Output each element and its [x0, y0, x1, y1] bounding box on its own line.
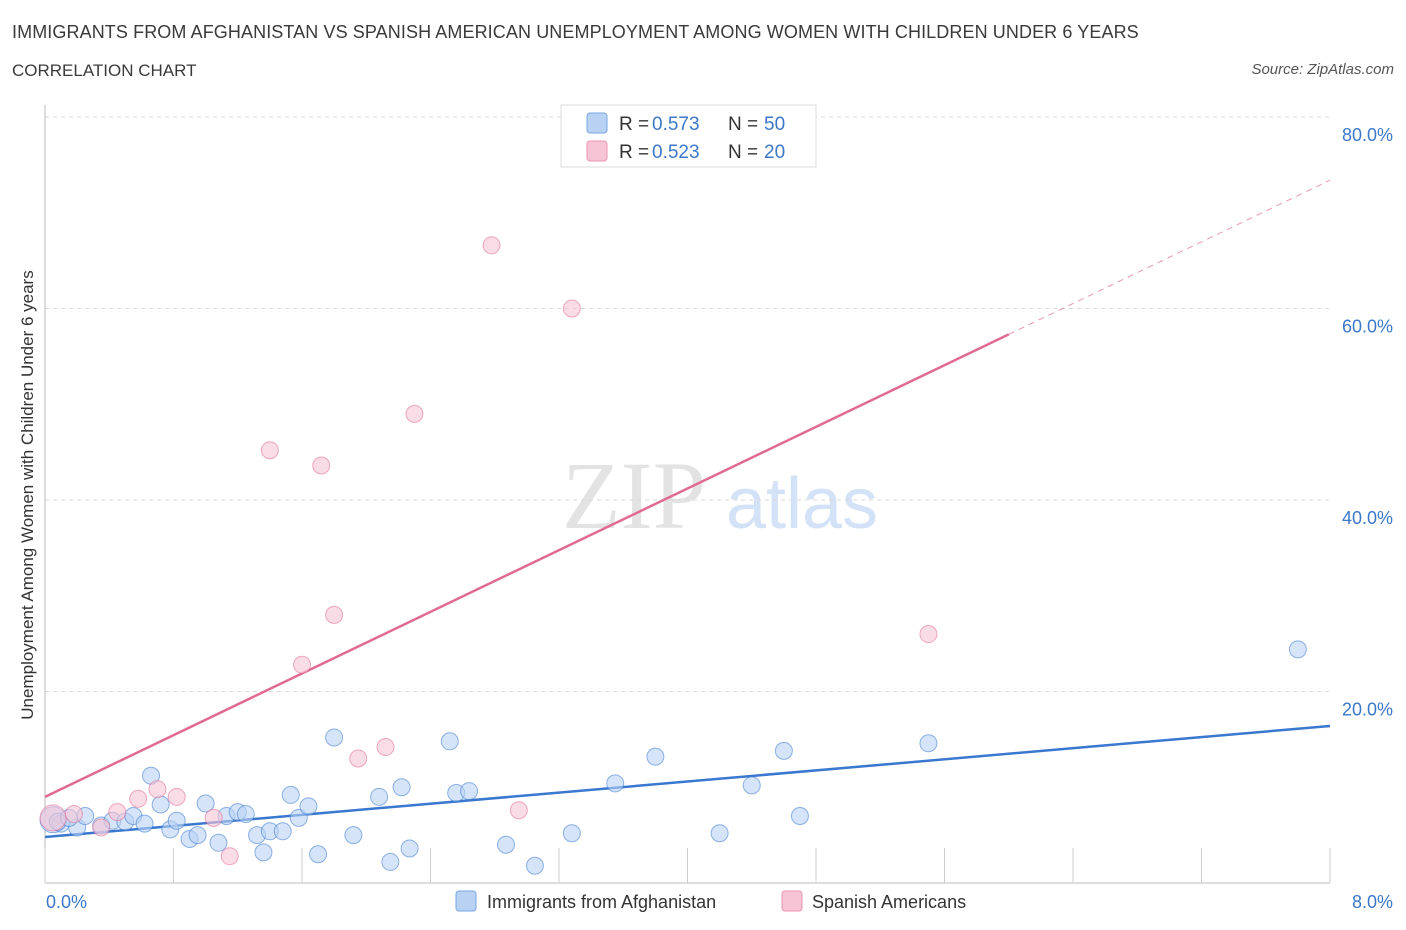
- data-point-afghanistan: [209, 833, 228, 852]
- grid-layer: 20.0% 40.0% 60.0% 80.0%: [45, 116, 1393, 720]
- data-point-afghanistan: [460, 782, 479, 801]
- data-point-spanish-american: [39, 804, 67, 832]
- legend-r-label-2: R =: [619, 142, 649, 163]
- data-point-afghanistan: [400, 839, 419, 858]
- point-layer: [39, 236, 1307, 875]
- axis-layer: [44, 105, 1331, 884]
- data-point-afghanistan: [325, 728, 344, 747]
- data-point-spanish-american: [405, 404, 424, 423]
- y-tick-label: 80.0%: [1342, 125, 1393, 145]
- data-point-afghanistan: [309, 845, 328, 864]
- data-point-afghanistan: [525, 856, 544, 875]
- trend-line-extension-2: [1008, 179, 1331, 335]
- data-point-afghanistan: [273, 822, 292, 841]
- y-tick-label: 60.0%: [1342, 317, 1393, 337]
- series-legend-label-2: Spanish Americans: [812, 892, 966, 912]
- legend-n-value-2: 20: [764, 142, 785, 163]
- data-point-spanish-american: [167, 787, 186, 806]
- data-point-afghanistan: [1288, 640, 1307, 659]
- data-point-afghanistan: [151, 795, 170, 814]
- data-point-spanish-american: [220, 847, 239, 866]
- data-point-afghanistan: [646, 747, 665, 766]
- trend-line-2: [44, 333, 1010, 798]
- data-point-spanish-american: [312, 456, 331, 475]
- data-point-spanish-american: [349, 749, 368, 768]
- data-point-afghanistan: [919, 734, 938, 753]
- data-point-afghanistan: [289, 808, 308, 827]
- series-legend-label-1: Immigrants from Afghanistan: [487, 892, 716, 912]
- data-point-spanish-american: [325, 605, 344, 624]
- legend-swatch-pink: [586, 140, 608, 162]
- trend-layer: [44, 179, 1331, 839]
- x-tick-label-max: 8.0%: [1352, 892, 1393, 912]
- series-legend: Immigrants from Afghanistan Spanish Amer…: [455, 890, 966, 912]
- legend-swatch-blue: [586, 112, 608, 134]
- data-point-afghanistan: [790, 806, 809, 825]
- legend-n-value-1: 50: [764, 114, 785, 135]
- legend-n-label-2: N =: [728, 142, 758, 163]
- data-point-spanish-american: [562, 299, 581, 318]
- data-point-afghanistan: [167, 811, 186, 830]
- data-point-afghanistan: [496, 835, 515, 854]
- data-point-spanish-american: [92, 818, 111, 837]
- data-point-afghanistan: [606, 774, 625, 793]
- legend-r-value-2: 0.523: [652, 142, 700, 163]
- data-point-afghanistan: [135, 814, 154, 833]
- data-point-afghanistan: [440, 732, 459, 751]
- data-point-afghanistan: [299, 797, 318, 816]
- y-tick-label: 20.0%: [1342, 700, 1393, 720]
- data-point-afghanistan: [370, 787, 389, 806]
- series-legend-swatch-pink: [781, 890, 803, 912]
- data-point-afghanistan: [236, 805, 255, 824]
- data-point-afghanistan: [188, 826, 207, 845]
- data-point-spanish-american: [129, 789, 148, 808]
- legend-n-label-1: N =: [728, 114, 758, 135]
- trend-line-1: [44, 724, 1331, 839]
- data-point-afghanistan: [562, 824, 581, 843]
- legend-r-value-1: 0.573: [652, 114, 700, 135]
- data-point-spanish-american: [293, 655, 311, 674]
- data-point-afghanistan: [281, 785, 300, 804]
- data-point-afghanistan: [392, 778, 411, 797]
- stats-legend: R = 0.573 N = 50 R = 0.523 N = 20: [560, 104, 817, 168]
- series-legend-swatch-blue: [455, 890, 477, 912]
- watermark-zip: ZIP: [562, 442, 706, 549]
- source-note: Source: ZipAtlas.com: [1251, 61, 1394, 78]
- data-point-afghanistan: [196, 794, 215, 813]
- data-point-spanish-american: [204, 808, 223, 827]
- data-point-spanish-american: [108, 803, 127, 822]
- data-point-afghanistan: [742, 776, 761, 795]
- data-point-spanish-american: [148, 780, 167, 799]
- data-point-spanish-american: [376, 738, 395, 757]
- data-point-afghanistan: [381, 852, 400, 871]
- y-tick-label: 40.0%: [1342, 508, 1393, 528]
- chart-subtitle: CORRELATION CHART: [12, 61, 197, 80]
- watermark-atlas: atlas: [726, 464, 878, 544]
- data-point-spanish-american: [509, 801, 528, 820]
- data-point-afghanistan: [344, 826, 363, 845]
- data-point-spanish-american: [260, 441, 279, 460]
- data-point-afghanistan: [774, 741, 793, 760]
- data-point-afghanistan: [710, 824, 729, 843]
- legend-r-label-1: R =: [619, 114, 649, 135]
- data-point-spanish-american: [919, 625, 938, 644]
- x-tick-label-min: 0.0%: [46, 892, 87, 912]
- data-point-spanish-american: [482, 236, 501, 255]
- chart-title: IMMIGRANTS FROM AFGHANISTAN VS SPANISH A…: [12, 22, 1139, 42]
- data-point-spanish-american: [64, 805, 83, 824]
- data-point-afghanistan: [254, 843, 273, 862]
